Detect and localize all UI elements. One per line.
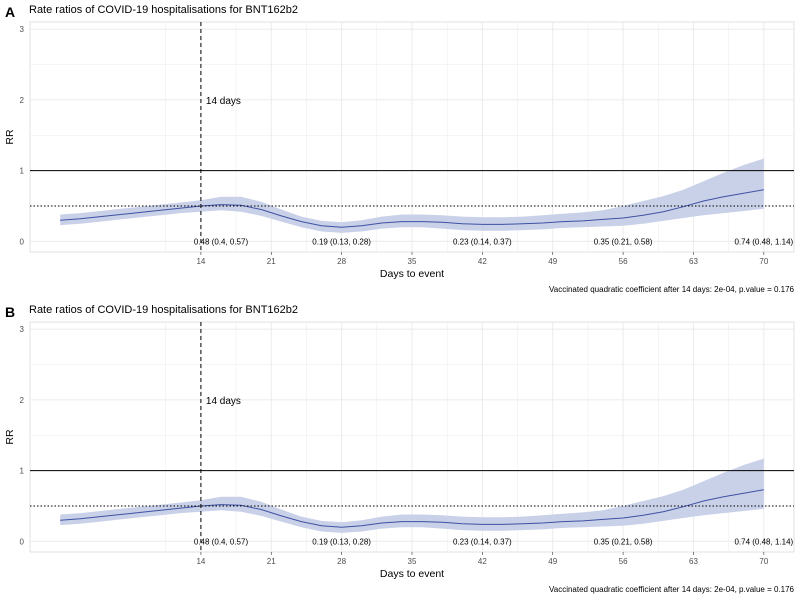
chart-b-caption: Vaccinated quadratic coefficient after 1… bbox=[549, 585, 795, 594]
chart-b-x-tick-label: 21 bbox=[267, 557, 276, 566]
chart-panel-b: B Rate ratios of COVID-19 hospitalisatio… bbox=[0, 300, 800, 600]
chart-b-confidence-band bbox=[60, 458, 764, 533]
chart-b-x-tick-label: 49 bbox=[548, 557, 557, 566]
chart-a-estimates: 0.48 (0.4, 0.57) 0.19 (0.13, 0.28) 0.23 (0… bbox=[194, 237, 794, 246]
chart-a-x-tick-label: 63 bbox=[689, 257, 698, 266]
chart-b-x-tick-label: 35 bbox=[408, 557, 417, 566]
chart-a-y-ticks: 0 1 2 3 bbox=[20, 25, 25, 246]
chart-b-y-axis-label: RR bbox=[4, 429, 16, 445]
chart-a-y-tick-label: 0 bbox=[20, 237, 25, 246]
chart-a-estimate-label: 0.74 (0.48, 1.14) bbox=[734, 237, 793, 246]
chart-b-estimates: 0.48 (0.4, 0.57) 0.19 (0.13, 0.28) 0.23 (0… bbox=[194, 537, 794, 546]
chart-a-svg: A Rate ratios of COVID-19 hospitalisatio… bbox=[4, 4, 795, 294]
chart-a-panel-tag: A bbox=[5, 4, 15, 20]
chart-b-x-tick-label: 56 bbox=[619, 557, 628, 566]
chart-a-confidence-band bbox=[60, 158, 764, 233]
chart-a-title: Rate ratios of COVID-19 hospitalisations… bbox=[29, 4, 298, 16]
chart-a-x-tick-label: 42 bbox=[478, 257, 487, 266]
chart-b-estimate-label: 0.74 (0.48, 1.14) bbox=[734, 537, 793, 546]
chart-b-x-tick-label: 70 bbox=[759, 557, 768, 566]
chart-b-estimate-label: 0.23 (0.14, 0.37) bbox=[453, 537, 512, 546]
chart-a-x-tick-label: 28 bbox=[337, 257, 346, 266]
chart-b-y-ticks: 0 1 2 3 bbox=[20, 325, 25, 546]
chart-a-estimate-label: 0.19 (0.13, 0.28) bbox=[312, 237, 371, 246]
chart-a-x-tick-label: 21 bbox=[267, 257, 276, 266]
chart-a-y-tick-label: 1 bbox=[20, 167, 25, 176]
chart-a-vline-label: 14 days bbox=[206, 96, 241, 107]
chart-b-x-ticks: 14 21 28 35 42 49 56 63 70 bbox=[196, 552, 769, 566]
chart-b-x-tick-label: 14 bbox=[196, 557, 205, 566]
chart-b-panel-tag: B bbox=[5, 304, 15, 320]
chart-a-estimate-label: 0.48 (0.4, 0.57) bbox=[194, 237, 249, 246]
chart-a-estimate-label: 0.35 (0.21, 0.58) bbox=[594, 237, 653, 246]
chart-a-y-axis-label: RR bbox=[4, 129, 16, 145]
chart-a-x-tick-label: 49 bbox=[548, 257, 557, 266]
chart-b-estimate-label: 0.48 (0.4, 0.57) bbox=[194, 537, 249, 546]
chart-b-y-tick-label: 1 bbox=[20, 467, 25, 476]
chart-a-y-tick-label: 3 bbox=[20, 25, 25, 34]
chart-a-y-tick-label: 2 bbox=[20, 96, 25, 105]
chart-b-vline-label: 14 days bbox=[206, 396, 241, 407]
chart-a-x-tick-label: 14 bbox=[196, 257, 205, 266]
chart-b-title: Rate ratios of COVID-19 hospitalisations… bbox=[29, 304, 298, 316]
chart-a-x-tick-label: 70 bbox=[759, 257, 768, 266]
chart-b-x-axis-label: Days to event bbox=[380, 568, 444, 580]
chart-b-x-tick-label: 42 bbox=[478, 557, 487, 566]
chart-a-series-line bbox=[60, 189, 764, 228]
chart-a-x-tick-label: 56 bbox=[619, 257, 628, 266]
chart-a-caption: Vaccinated quadratic coefficient after 1… bbox=[549, 285, 795, 294]
chart-b-y-tick-label: 2 bbox=[20, 396, 25, 405]
chart-b-estimate-label: 0.19 (0.13, 0.28) bbox=[312, 537, 371, 546]
chart-b-estimate-label: 0.35 (0.21, 0.58) bbox=[594, 537, 653, 546]
chart-b-y-tick-label: 0 bbox=[20, 537, 25, 546]
chart-b-x-tick-label: 63 bbox=[689, 557, 698, 566]
chart-a-x-ticks: 14 21 28 35 42 49 56 63 70 bbox=[196, 252, 769, 266]
chart-b-y-tick-label: 3 bbox=[20, 325, 25, 334]
chart-a-x-axis-label: Days to event bbox=[380, 268, 444, 280]
chart-b-x-tick-label: 28 bbox=[337, 557, 346, 566]
chart-b-svg: B Rate ratios of COVID-19 hospitalisatio… bbox=[4, 304, 795, 594]
chart-panel-a: A Rate ratios of COVID-19 hospitalisatio… bbox=[4, 4, 795, 294]
chart-a-x-tick-label: 35 bbox=[408, 257, 417, 266]
chart-a-estimate-label: 0.23 (0.14, 0.37) bbox=[453, 237, 512, 246]
chart-b-series-line bbox=[60, 489, 764, 528]
